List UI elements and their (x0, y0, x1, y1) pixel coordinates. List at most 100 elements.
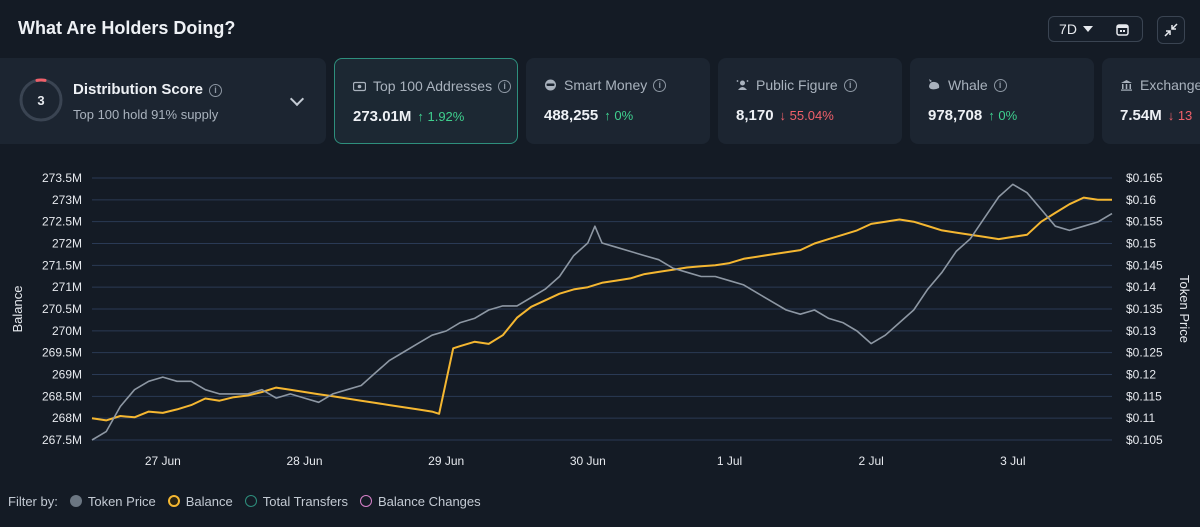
y-tick-label: 267.5M (42, 433, 82, 447)
holder-card-label-text: Top 100 Addresses (373, 78, 493, 94)
y2-tick-label: $0.145 (1126, 258, 1163, 272)
info-icon[interactable]: i (653, 78, 667, 92)
time-range-value: 7D (1059, 21, 1077, 37)
chevron-down-icon[interactable] (289, 91, 305, 107)
holder-card-label: Smart Money i (544, 77, 667, 93)
distribution-score-title: Distribution Score i (73, 81, 223, 98)
y-tick-label: 272M (52, 237, 82, 251)
holder-card-change: ↑ 0% (988, 108, 1018, 123)
header: What Are Holders Doing? 7D (0, 0, 1200, 58)
legend-dot-icon (244, 495, 257, 507)
distribution-score-value: 3 (37, 92, 45, 108)
y2-axis-label: Token Price (1177, 275, 1192, 343)
holder-card-public-figure[interactable]: Public Figure i 8,170 ↓ 55.04% (718, 58, 902, 144)
collapse-icon (1164, 23, 1178, 37)
wallet-icon (353, 81, 366, 91)
y-tick-label: 268.5M (42, 389, 82, 403)
legend-label: Balance Changes (378, 493, 481, 509)
y2-tick-label: $0.12 (1126, 368, 1156, 382)
legend-dot-icon (69, 495, 82, 507)
holder-card-exchange[interactable]: Exchange 7.54M ↓ 13 (1102, 58, 1200, 144)
smart-money-icon (545, 79, 556, 91)
distribution-score-ring (19, 78, 63, 122)
legend-item-balance[interactable]: Balance (167, 493, 233, 509)
distribution-score-card[interactable]: 3 Distribution Score i Top 100 hold 91% s… (0, 58, 326, 144)
y2-tick-label: $0.155 (1126, 215, 1163, 229)
holder-card-value: 7.54M ↓ 13 (1120, 107, 1192, 124)
exchange-icon (1121, 80, 1132, 91)
y2-tick-label: $0.13 (1126, 324, 1156, 338)
x-tick-label: 28 Jun (286, 454, 322, 468)
holder-card-label-text: Public Figure (756, 77, 838, 93)
holder-card-label-text: Smart Money (564, 77, 648, 93)
info-icon[interactable]: i (498, 79, 512, 93)
y-tick-label: 273.5M (42, 171, 82, 185)
holder-card-amount: 488,255 (544, 107, 599, 124)
chart-legend: Filter by: Token Price Balance Total Tra… (8, 493, 493, 509)
x-tick-label: 29 Jun (428, 454, 464, 468)
calendar-icon (1116, 23, 1129, 36)
token-price-series-line (91, 183, 1113, 441)
caret-down-icon (1082, 26, 1093, 32)
holder-card-label-text: Exchange (1140, 77, 1200, 93)
collapse-button[interactable] (1157, 16, 1185, 44)
holder-card-value: 8,170 ↓ 55.04% (736, 107, 834, 124)
y2-tick-label: $0.16 (1126, 193, 1156, 207)
holder-card-amount: 978,708 (928, 107, 983, 124)
y-tick-label: 268M (52, 411, 82, 425)
y2-tick-label: $0.14 (1126, 280, 1156, 294)
holder-card-label: Top 100 Addresses i (353, 78, 512, 94)
holders-chart[interactable]: 267.5M 268M 268.5M 269M 269.5M 270M 270.5M 271M… (0, 160, 1200, 480)
filter-label: Filter by: (8, 493, 58, 509)
y-tick-label: 273M (52, 193, 82, 207)
holder-card-label-text: Whale (948, 77, 988, 93)
holder-card-whale[interactable]: Whale i 978,708 ↑ 0% (910, 58, 1094, 144)
holder-card-label: Public Figure i (736, 77, 857, 93)
holder-card-top-100[interactable]: Top 100 Addresses i 273.01M ↑ 1.92% (334, 58, 518, 144)
y2-tick-label: $0.165 (1126, 171, 1163, 185)
y2-tick-label: $0.15 (1126, 237, 1156, 251)
holder-card-value: 273.01M ↑ 1.92% (353, 108, 464, 125)
y-tick-label: 271.5M (42, 258, 82, 272)
holder-card-label: Whale i (928, 77, 1007, 93)
distribution-score-subtitle: Top 100 hold 91% supply (73, 107, 219, 122)
y-tick-label: 272.5M (42, 215, 82, 229)
holder-card-amount: 273.01M (353, 108, 412, 125)
legend-item-token-price[interactable]: Token Price (69, 494, 156, 509)
x-tick-label: 27 Jun (145, 454, 181, 468)
y2-tick-label: $0.135 (1126, 302, 1163, 316)
legend-dot-icon (167, 495, 180, 507)
x-tick-label: 3 Jul (1000, 454, 1025, 468)
holder-card-amount: 8,170 (736, 107, 774, 124)
legend-label: Balance (185, 493, 233, 509)
info-icon[interactable]: i (843, 78, 857, 92)
y2-tick-label: $0.115 (1126, 389, 1162, 403)
info-icon[interactable]: i (993, 78, 1007, 92)
holder-card-label: Exchange (1120, 77, 1200, 93)
page-title: What Are Holders Doing? (18, 18, 236, 38)
y2-tick-label: $0.105 (1126, 433, 1163, 447)
y-tick-label: 271M (52, 280, 82, 294)
info-icon[interactable]: i (209, 83, 223, 97)
y-axis-label: Balance (10, 286, 25, 333)
calendar-button[interactable] (1103, 16, 1143, 42)
holder-card-smart-money[interactable]: Smart Money i 488,255 ↑ 0% (526, 58, 710, 144)
time-range-dropdown[interactable]: 7D (1048, 16, 1104, 42)
legend-dot-icon (360, 495, 373, 507)
y-tick-label: 269.5M (42, 346, 82, 360)
y2-tick-label: $0.125 (1126, 346, 1163, 360)
x-tick-label: 30 Jun (570, 454, 606, 468)
x-tick-label: 2 Jul (858, 454, 883, 468)
holder-card-amount: 7.54M (1120, 107, 1162, 124)
legend-item-balance-changes[interactable]: Balance Changes (360, 494, 481, 509)
y2-tick-label: $0.11 (1126, 411, 1155, 425)
public-figure-icon (736, 80, 749, 90)
y-tick-label: 270.5M (42, 302, 82, 316)
x-tick-label: 1 Jul (717, 454, 742, 468)
holders-chart-svg[interactable]: 267.5M 268M 268.5M 269M 269.5M 270M 270.5M 271M… (0, 160, 1200, 480)
y-tick-label: 269M (52, 368, 82, 382)
holder-card-change: ↓ 13 (1167, 108, 1193, 123)
holder-card-change: ↑ 0% (604, 108, 634, 123)
legend-item-total-transfers[interactable]: Total Transfers (244, 494, 348, 509)
y-tick-label: 270M (52, 324, 82, 338)
